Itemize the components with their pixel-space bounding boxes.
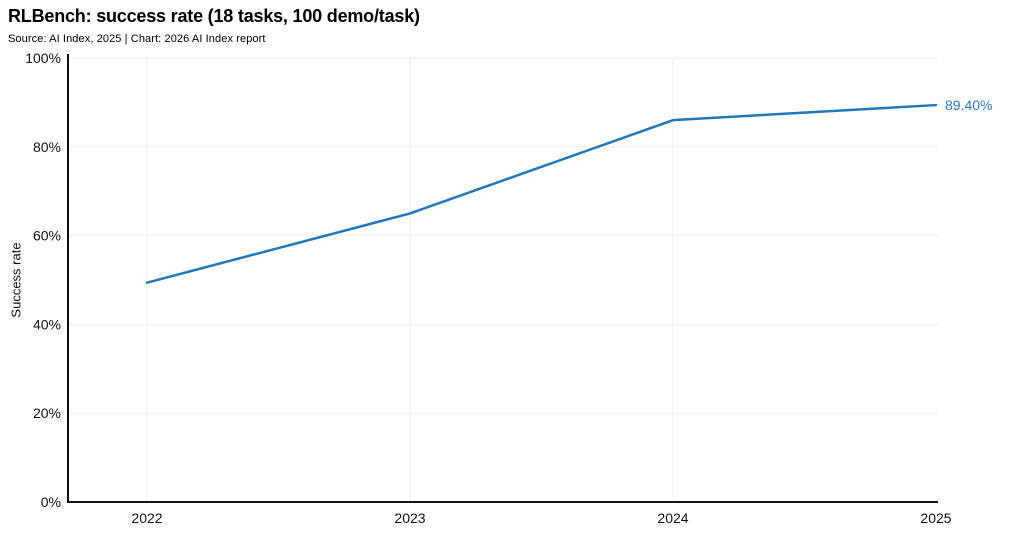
x-tick-label: 2025	[920, 510, 951, 526]
y-tick-label: 40%	[33, 316, 61, 332]
chart-subtitle: Source: AI Index, 2025 | Chart: 2026 AI …	[8, 33, 266, 45]
y-tick-label: 0%	[41, 494, 61, 510]
y-tick-label: 60%	[33, 228, 61, 244]
y-tick-label: 20%	[33, 405, 61, 421]
chart-title: RLBench: success rate (18 tasks, 100 dem…	[8, 6, 420, 26]
y-tick-label: 100%	[25, 50, 61, 66]
x-tick-label: 2024	[657, 510, 688, 526]
x-tick-label: 2023	[394, 510, 425, 526]
series-line	[145, 103, 938, 284]
x-tick-label: 2022	[131, 510, 162, 526]
series-end-label: 89.40%	[945, 97, 992, 113]
y-tick-label: 80%	[33, 139, 61, 155]
